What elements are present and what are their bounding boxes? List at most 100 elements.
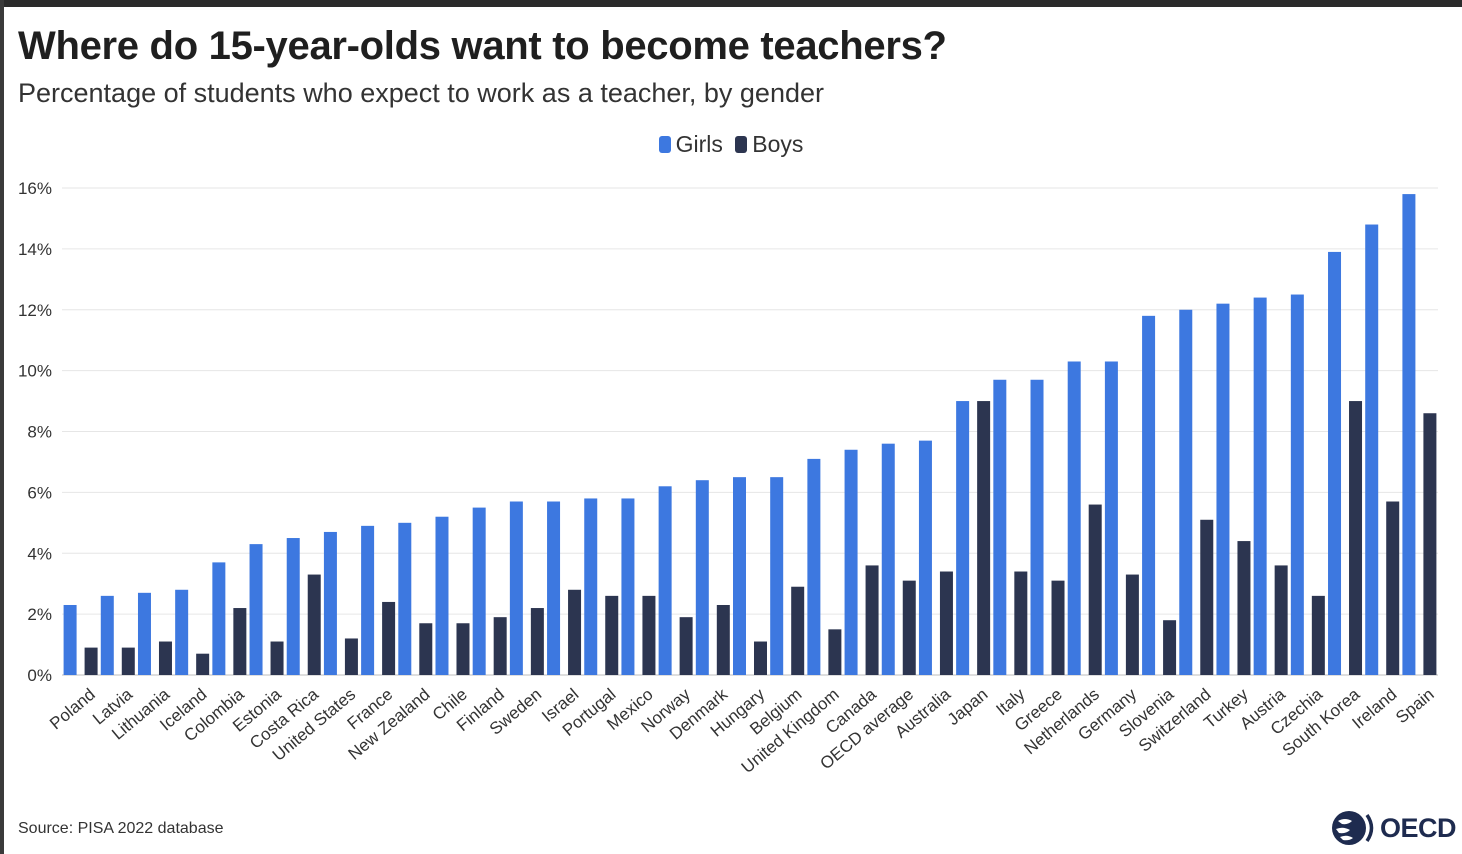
- bar-boys[interactable]: [1386, 501, 1400, 675]
- y-tick-label: 10%: [18, 362, 52, 381]
- oecd-logo: OECD: [1330, 806, 1457, 850]
- bar-girls[interactable]: [1253, 297, 1267, 675]
- bar-girls[interactable]: [547, 501, 561, 675]
- bar-boys[interactable]: [1274, 565, 1288, 675]
- bar-girls[interactable]: [1142, 315, 1156, 675]
- y-tick-label: 4%: [27, 544, 52, 563]
- bar-girls[interactable]: [1104, 361, 1118, 675]
- bar-boys[interactable]: [1423, 413, 1437, 675]
- bar-boys[interactable]: [679, 617, 693, 675]
- bar-girls[interactable]: [844, 449, 858, 675]
- legend-swatch-boys: [735, 136, 748, 153]
- x-tick-label: Japan: [944, 685, 992, 729]
- bar-girls[interactable]: [1402, 194, 1416, 675]
- bar-boys[interactable]: [530, 608, 544, 675]
- bar-boys[interactable]: [1125, 574, 1139, 675]
- x-tick-label: Poland: [46, 685, 99, 734]
- bar-boys[interactable]: [977, 401, 991, 675]
- bar-girls[interactable]: [1328, 251, 1342, 675]
- chart-subtitle: Percentage of students who expect to wor…: [18, 78, 824, 108]
- bar-girls[interactable]: [1179, 309, 1193, 675]
- bar-girls[interactable]: [1067, 361, 1081, 675]
- bar-boys[interactable]: [791, 586, 805, 675]
- x-tick-label: Spain: [1392, 685, 1438, 728]
- bar-girls[interactable]: [993, 379, 1007, 675]
- legend-swatch-girls: [658, 136, 671, 153]
- bar-girls[interactable]: [1030, 379, 1044, 675]
- bar-boys[interactable]: [270, 641, 284, 675]
- bar-chart: 0%2%4%6%8%10%12%14%16%PolandLatviaLithua…: [18, 179, 1438, 777]
- bar-boys[interactable]: [493, 617, 507, 675]
- bar-girls[interactable]: [695, 480, 709, 675]
- bar-girls[interactable]: [1290, 294, 1304, 675]
- bar-boys[interactable]: [1163, 620, 1177, 675]
- bar-boys[interactable]: [568, 589, 582, 675]
- left-border: [0, 0, 4, 854]
- bar-boys[interactable]: [196, 653, 210, 675]
- bar-boys[interactable]: [121, 647, 135, 675]
- bar-girls[interactable]: [584, 498, 598, 675]
- bar-boys[interactable]: [939, 571, 953, 675]
- bar-boys[interactable]: [84, 647, 98, 675]
- bar-girls[interactable]: [1216, 303, 1230, 675]
- bar-girls[interactable]: [621, 498, 635, 675]
- y-tick-label: 6%: [27, 483, 52, 502]
- legend-item-boys[interactable]: Boys: [735, 131, 803, 158]
- bar-boys[interactable]: [307, 574, 321, 675]
- bar-girls[interactable]: [398, 522, 412, 675]
- legend-label-boys: Boys: [752, 131, 804, 157]
- oecd-logo-text: OECD: [1379, 812, 1457, 843]
- source-note: Source: PISA 2022 database: [18, 820, 224, 837]
- bar-boys[interactable]: [382, 601, 396, 675]
- bar-girls[interactable]: [435, 516, 449, 675]
- bar-girls[interactable]: [733, 477, 746, 675]
- legend-item-girls[interactable]: Girls: [658, 131, 723, 158]
- bar-girls[interactable]: [1365, 224, 1379, 675]
- bar-girls[interactable]: [770, 477, 784, 675]
- bar-girls[interactable]: [323, 531, 337, 675]
- bar-boys[interactable]: [902, 580, 916, 675]
- bar-boys[interactable]: [456, 623, 470, 675]
- bar-boys[interactable]: [1311, 595, 1325, 675]
- bar-girls[interactable]: [509, 501, 523, 675]
- bar-girls[interactable]: [881, 443, 895, 675]
- bar-boys[interactable]: [865, 565, 879, 675]
- bar-boys[interactable]: [1014, 571, 1028, 675]
- bar-girls[interactable]: [918, 440, 932, 675]
- bar-girls[interactable]: [63, 604, 77, 675]
- bar-girls[interactable]: [472, 507, 486, 675]
- bar-boys[interactable]: [419, 623, 433, 675]
- bar-boys[interactable]: [1051, 580, 1065, 675]
- bar-boys[interactable]: [716, 604, 730, 675]
- bar-girls[interactable]: [658, 486, 672, 675]
- bar-girls[interactable]: [175, 589, 189, 675]
- bar-girls[interactable]: [807, 458, 821, 675]
- bar-boys[interactable]: [1349, 401, 1363, 675]
- bar-boys[interactable]: [233, 608, 247, 675]
- bar-girls[interactable]: [286, 538, 300, 675]
- bar-boys[interactable]: [1237, 541, 1251, 675]
- bar-girls[interactable]: [956, 401, 970, 675]
- bar-boys[interactable]: [1088, 504, 1102, 675]
- bar-girls[interactable]: [212, 562, 226, 675]
- y-tick-label: 0%: [27, 666, 52, 685]
- bar-girls[interactable]: [361, 525, 375, 675]
- bar-boys[interactable]: [605, 595, 619, 675]
- bar-girls[interactable]: [249, 544, 263, 675]
- bar-boys[interactable]: [1200, 519, 1214, 675]
- legend: Girls Boys: [0, 131, 1462, 158]
- bar-girls[interactable]: [137, 592, 151, 675]
- bar-boys[interactable]: [344, 638, 358, 675]
- y-tick-label: 14%: [18, 240, 52, 259]
- y-tick-label: 16%: [18, 179, 52, 198]
- bar-boys[interactable]: [642, 595, 656, 675]
- bar-boys[interactable]: [754, 641, 767, 675]
- legend-label-girls: Girls: [675, 131, 723, 157]
- y-tick-label: 2%: [27, 605, 52, 624]
- chart-title: Where do 15-year-olds want to become tea…: [18, 24, 947, 68]
- bar-girls[interactable]: [100, 595, 114, 675]
- y-tick-label: 8%: [27, 423, 52, 442]
- bar-boys[interactable]: [828, 629, 842, 675]
- bar-boys[interactable]: [158, 641, 172, 675]
- y-tick-label: 12%: [18, 301, 52, 320]
